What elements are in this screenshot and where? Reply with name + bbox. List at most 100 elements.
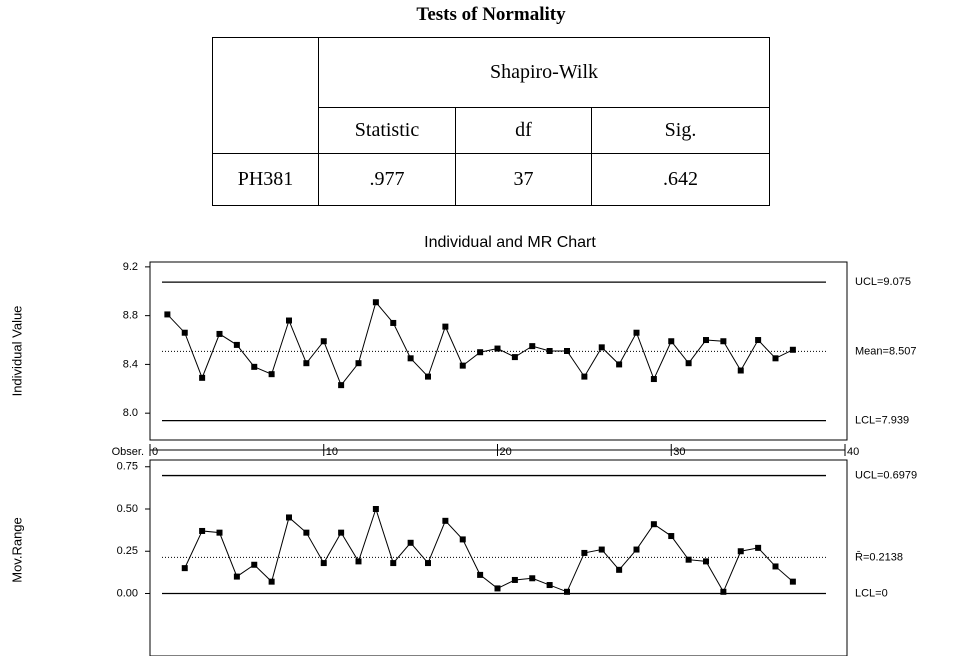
point	[564, 348, 570, 354]
y-tick-label: 0.75	[117, 461, 138, 473]
point	[703, 337, 709, 344]
point	[755, 544, 762, 551]
empty-cell	[212, 37, 319, 154]
y-tick-label: 8.8	[123, 310, 138, 322]
x-axis-label: Obser.	[112, 446, 144, 458]
point	[181, 565, 188, 572]
point	[442, 517, 449, 524]
y-tick-label: 0.00	[117, 587, 138, 599]
point	[233, 341, 240, 348]
control-label: UCL=9.075	[855, 276, 911, 288]
point	[494, 585, 501, 592]
point	[633, 546, 640, 553]
point	[425, 373, 431, 380]
x-tick-label: 40	[847, 446, 859, 458]
point	[494, 345, 501, 352]
point	[320, 338, 327, 345]
x-tick-label: 10	[326, 446, 338, 458]
point	[685, 556, 692, 563]
cell: 37	[455, 153, 592, 206]
point	[338, 529, 345, 536]
point	[268, 578, 275, 585]
y-tick-label: 0.25	[117, 545, 138, 557]
y-axis-label: Individual Value	[9, 306, 24, 397]
x-tick-label: 0	[152, 446, 158, 458]
control-label: UCL=0.6979	[855, 469, 917, 481]
point	[633, 329, 640, 336]
point	[737, 548, 744, 555]
point	[355, 558, 362, 565]
plot-frame	[149, 261, 848, 441]
point	[477, 571, 484, 578]
point	[407, 355, 414, 362]
header-cell: Shapiro-Wilk	[318, 37, 770, 108]
point	[598, 546, 605, 553]
point	[372, 299, 379, 306]
point	[685, 360, 692, 367]
normality-table: Shapiro-Wilk Statistic df Sig. PH381.977 37…	[212, 37, 770, 206]
table-title: Tests of Normality	[416, 4, 566, 25]
point	[233, 573, 240, 580]
point	[442, 323, 449, 330]
y-axis-label: Mov.Range	[9, 517, 24, 583]
point	[789, 578, 796, 585]
point	[598, 344, 605, 351]
point	[529, 575, 536, 582]
x-tick-label: 20	[500, 446, 512, 458]
point	[199, 527, 206, 534]
header-cell: df	[455, 107, 592, 154]
control-label: LCL=0	[855, 587, 888, 599]
point	[616, 566, 623, 573]
point	[338, 382, 345, 389]
point	[772, 563, 779, 570]
point	[650, 521, 657, 528]
point	[355, 360, 362, 367]
y-tick-label: 8.4	[123, 358, 138, 370]
control-label: Mean=8.507	[855, 345, 916, 357]
point	[268, 371, 275, 378]
point	[390, 560, 397, 567]
point	[425, 560, 431, 567]
cell: .977	[318, 153, 456, 206]
point	[564, 588, 570, 595]
point	[703, 558, 709, 565]
point	[390, 319, 397, 326]
point	[303, 360, 310, 367]
point	[511, 576, 518, 583]
point	[251, 561, 258, 568]
point	[477, 349, 484, 356]
point	[720, 338, 727, 345]
point	[216, 330, 223, 337]
point	[459, 362, 466, 369]
y-tick-label: 0.50	[117, 503, 138, 515]
point	[164, 311, 171, 318]
point	[720, 588, 727, 595]
point	[789, 346, 796, 353]
point	[372, 506, 379, 512]
control-label: R̄=0.2138	[855, 551, 903, 564]
point	[303, 529, 310, 536]
point	[251, 363, 258, 370]
point	[286, 514, 292, 521]
point	[755, 337, 762, 344]
series-line	[167, 301, 794, 387]
point	[286, 317, 292, 324]
point	[199, 374, 206, 381]
point	[546, 348, 553, 354]
point	[320, 560, 327, 567]
point	[459, 536, 466, 543]
point	[181, 329, 188, 336]
point	[668, 533, 675, 540]
point	[668, 338, 675, 345]
cell: .642	[591, 153, 770, 206]
y-tick-label: 8.0	[123, 407, 138, 419]
chart-title: Individual and MR Chart	[424, 234, 596, 251]
point	[216, 529, 223, 536]
point	[650, 376, 657, 383]
point	[407, 539, 414, 546]
header-cell: Sig.	[591, 107, 770, 154]
series-line	[184, 507, 794, 593]
x-tick-label: 30	[673, 446, 685, 458]
